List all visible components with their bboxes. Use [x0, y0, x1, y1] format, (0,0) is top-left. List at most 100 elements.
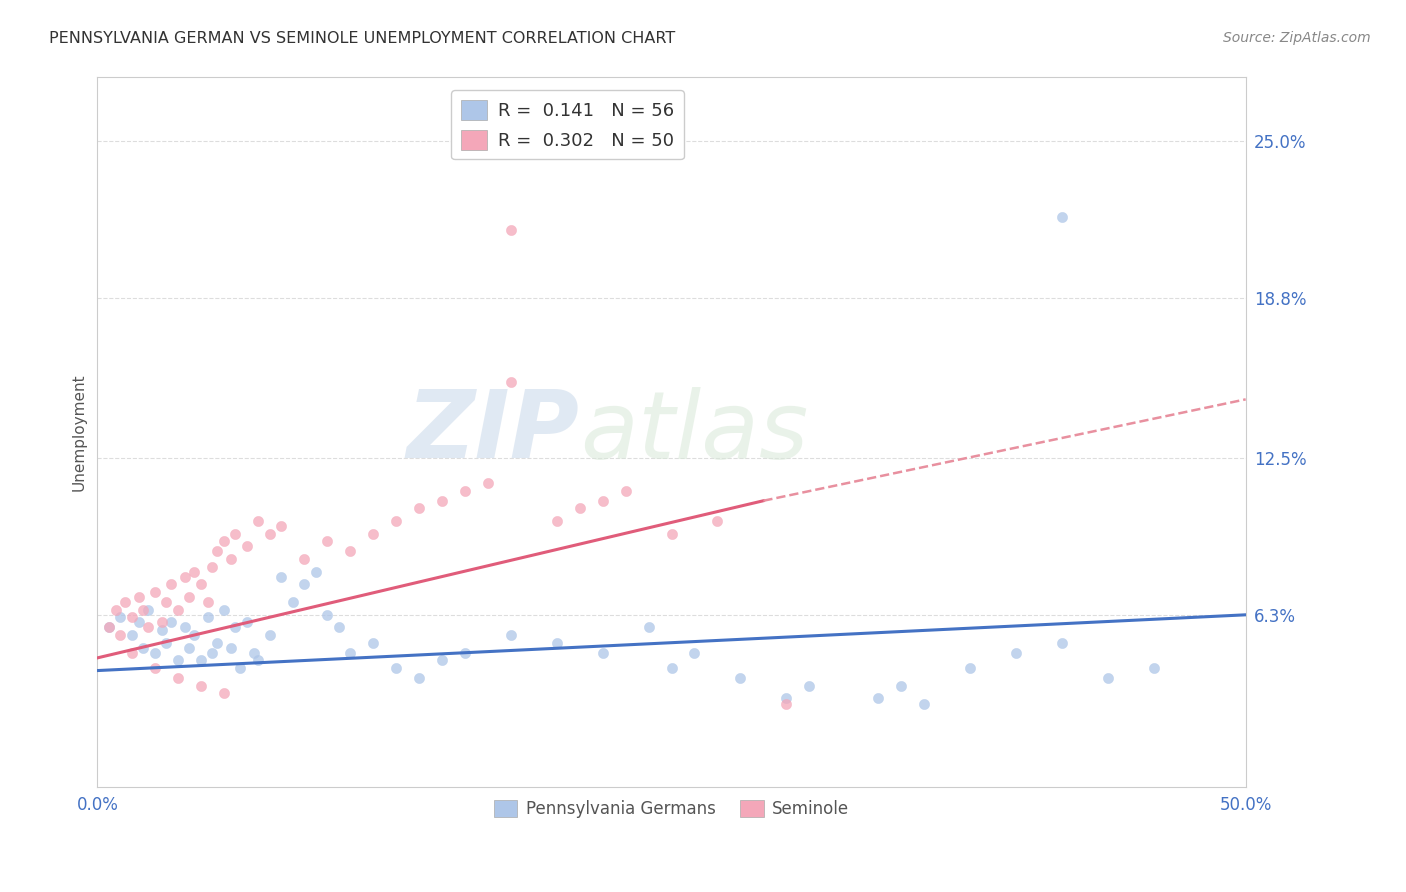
Point — [121, 628, 143, 642]
Point — [97, 620, 120, 634]
Point — [408, 501, 430, 516]
Point — [205, 544, 228, 558]
Point — [143, 585, 166, 599]
Point — [316, 607, 339, 622]
Point — [235, 540, 257, 554]
Point — [385, 661, 408, 675]
Point — [143, 646, 166, 660]
Point — [339, 544, 361, 558]
Point — [292, 577, 315, 591]
Point — [706, 514, 728, 528]
Point — [568, 501, 591, 516]
Point — [97, 620, 120, 634]
Point — [328, 620, 350, 634]
Point — [104, 603, 127, 617]
Point — [219, 552, 242, 566]
Point — [316, 534, 339, 549]
Point — [499, 628, 522, 642]
Point — [136, 603, 159, 617]
Point — [454, 483, 477, 498]
Point — [477, 475, 499, 490]
Point — [775, 691, 797, 706]
Text: ZIP: ZIP — [406, 386, 579, 478]
Point — [1050, 636, 1073, 650]
Point — [160, 577, 183, 591]
Point — [212, 686, 235, 700]
Text: Source: ZipAtlas.com: Source: ZipAtlas.com — [1223, 31, 1371, 45]
Point — [155, 636, 177, 650]
Point — [1050, 210, 1073, 224]
Point — [219, 640, 242, 655]
Point — [430, 653, 453, 667]
Point — [197, 595, 219, 609]
Point — [183, 565, 205, 579]
Point — [292, 552, 315, 566]
Point — [247, 653, 270, 667]
Point — [304, 565, 326, 579]
Point — [110, 628, 132, 642]
Point — [661, 526, 683, 541]
Point — [179, 590, 201, 604]
Point — [281, 595, 304, 609]
Text: atlas: atlas — [579, 387, 808, 478]
Point — [614, 483, 637, 498]
Point — [259, 628, 281, 642]
Point — [110, 610, 132, 624]
Point — [454, 646, 477, 660]
Point — [799, 679, 821, 693]
Point — [136, 620, 159, 634]
Point — [229, 661, 252, 675]
Point — [592, 493, 614, 508]
Point — [730, 671, 752, 685]
Point — [235, 615, 257, 630]
Point — [270, 519, 292, 533]
Point — [150, 615, 173, 630]
Point — [197, 610, 219, 624]
Point — [155, 595, 177, 609]
Point — [179, 640, 201, 655]
Point — [173, 620, 195, 634]
Point — [546, 514, 568, 528]
Point — [212, 534, 235, 549]
Point — [190, 577, 212, 591]
Point — [868, 691, 890, 706]
Point — [150, 623, 173, 637]
Point — [121, 610, 143, 624]
Point — [201, 559, 224, 574]
Legend: Pennsylvania Germans, Seminole: Pennsylvania Germans, Seminole — [488, 794, 856, 825]
Point — [270, 570, 292, 584]
Text: PENNSYLVANIA GERMAN VS SEMINOLE UNEMPLOYMENT CORRELATION CHART: PENNSYLVANIA GERMAN VS SEMINOLE UNEMPLOY… — [49, 31, 675, 46]
Point — [499, 222, 522, 236]
Point — [959, 661, 981, 675]
Point — [361, 636, 384, 650]
Point — [430, 493, 453, 508]
Point — [190, 653, 212, 667]
Point — [247, 514, 270, 528]
Point — [132, 603, 155, 617]
Point — [201, 646, 224, 660]
Point — [121, 646, 143, 660]
Point — [259, 526, 281, 541]
Point — [212, 603, 235, 617]
Point — [128, 615, 150, 630]
Point — [190, 679, 212, 693]
Point — [183, 628, 205, 642]
Point — [408, 671, 430, 685]
Point — [166, 653, 188, 667]
Point — [205, 636, 228, 650]
Point — [1097, 671, 1119, 685]
Point — [242, 646, 264, 660]
Point — [173, 570, 195, 584]
Point — [166, 671, 188, 685]
Point — [1005, 646, 1028, 660]
Point — [1143, 661, 1166, 675]
Point — [775, 697, 797, 711]
Point — [499, 375, 522, 389]
Point — [132, 640, 155, 655]
Point — [339, 646, 361, 660]
Point — [546, 636, 568, 650]
Point — [683, 646, 706, 660]
Point — [224, 526, 246, 541]
Point — [912, 697, 935, 711]
Y-axis label: Unemployment: Unemployment — [72, 374, 86, 491]
